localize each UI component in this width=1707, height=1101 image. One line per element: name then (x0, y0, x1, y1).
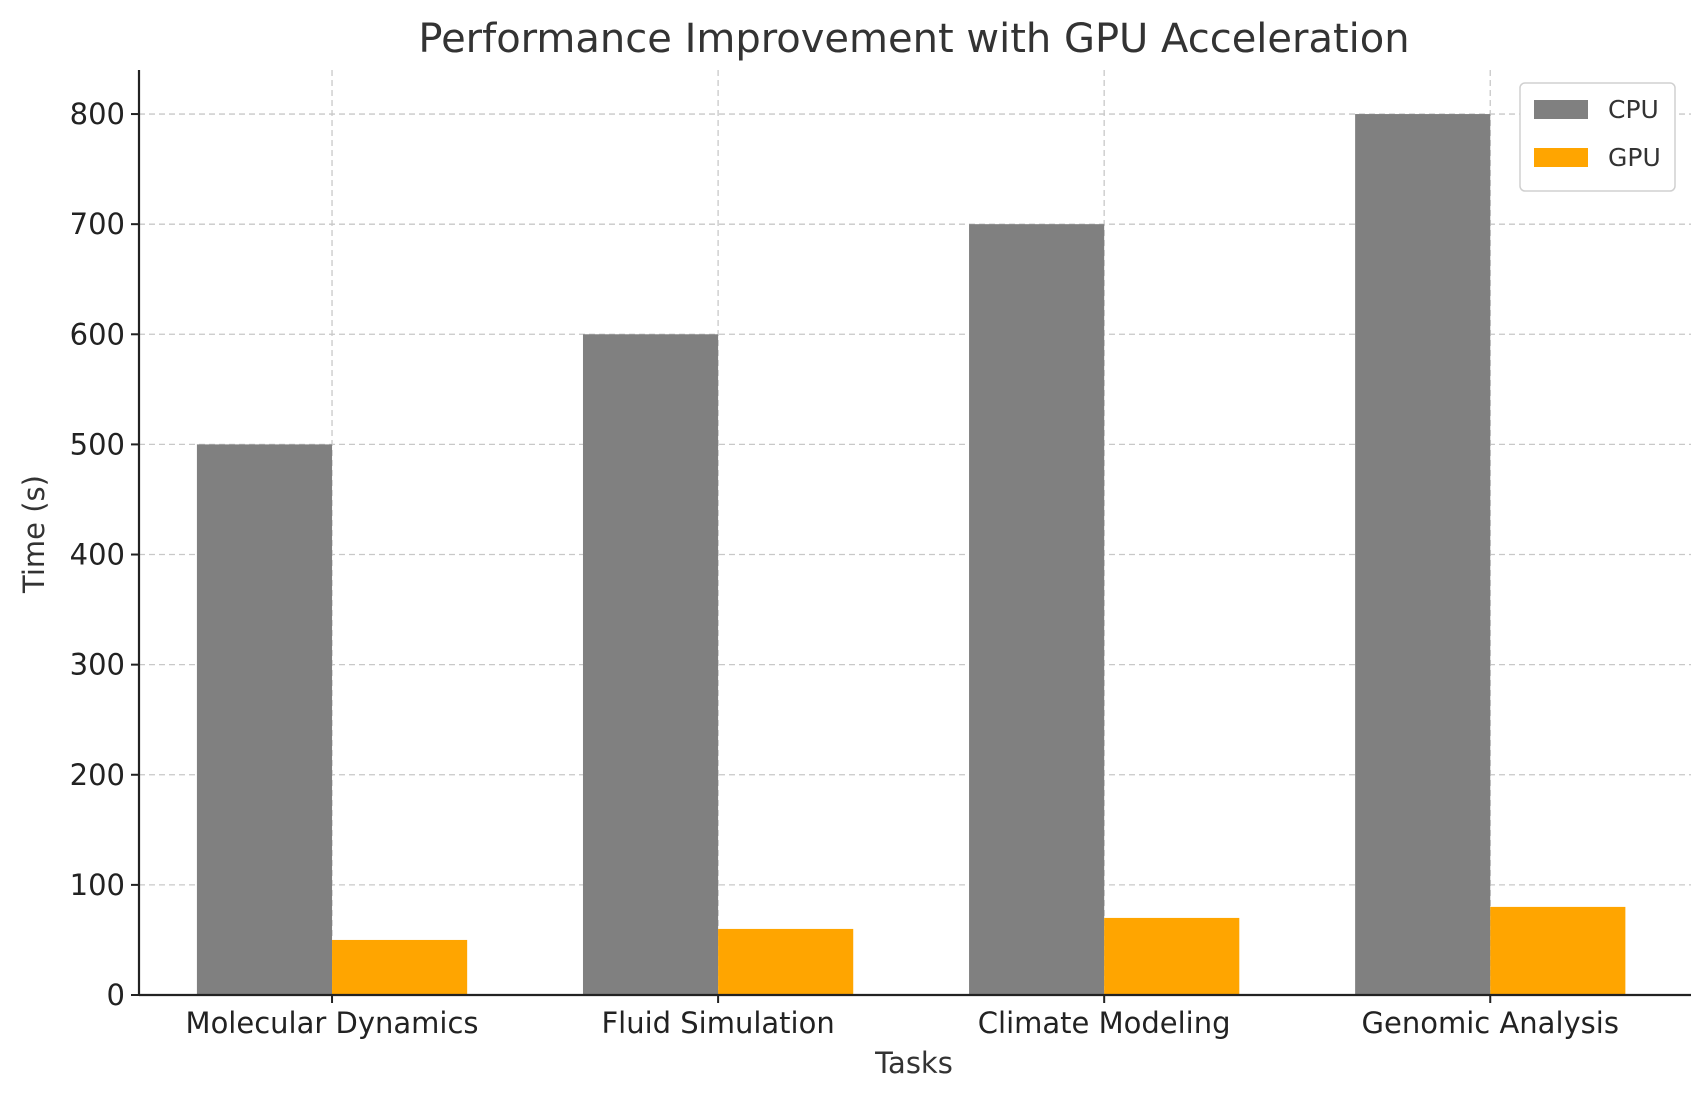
y-tick-label: 100 (70, 868, 125, 902)
bar-gpu (1490, 906, 1626, 995)
chart-title: Performance Improvement with GPU Acceler… (418, 16, 1409, 62)
y-tick-label: 600 (70, 317, 125, 351)
legend-swatch-cpu (1534, 100, 1588, 119)
bar-cpu (582, 334, 719, 995)
y-tick-label: 700 (70, 207, 125, 241)
bar-cpu (196, 444, 333, 995)
x-axis-label: Tasks (874, 1046, 953, 1080)
y-tick-label: 800 (70, 97, 125, 131)
legend: CPU GPU (1519, 82, 1676, 192)
ticks: 0 100 200 300 400 500 600 700 800 Molecular Dynam… (70, 97, 1619, 1040)
x-tick-label: Molecular Dynamics (186, 1006, 479, 1040)
y-tick-label: 200 (70, 758, 125, 792)
x-tick-label: Genomic Analysis (1362, 1006, 1619, 1040)
y-tick-label: 500 (70, 427, 125, 461)
x-tick-label: Climate Modeling (978, 1006, 1231, 1040)
legend-label-gpu: GPU (1608, 143, 1661, 172)
y-tick-label: 400 (70, 538, 125, 572)
y-tick-label: 0 (107, 978, 125, 1012)
y-tick-label: 300 (70, 648, 125, 682)
y-axis-label: Time (s) (17, 475, 51, 594)
bar-cpu (969, 224, 1105, 995)
bar-gpu (332, 939, 468, 995)
legend-label-cpu: CPU (1608, 95, 1659, 124)
bar-gpu (1104, 917, 1240, 995)
bars (196, 114, 1626, 996)
bar-cpu (1355, 114, 1491, 996)
x-tick-label: Fluid Simulation (601, 1006, 834, 1040)
legend-swatch-gpu (1534, 148, 1588, 167)
bar-gpu (718, 928, 854, 995)
